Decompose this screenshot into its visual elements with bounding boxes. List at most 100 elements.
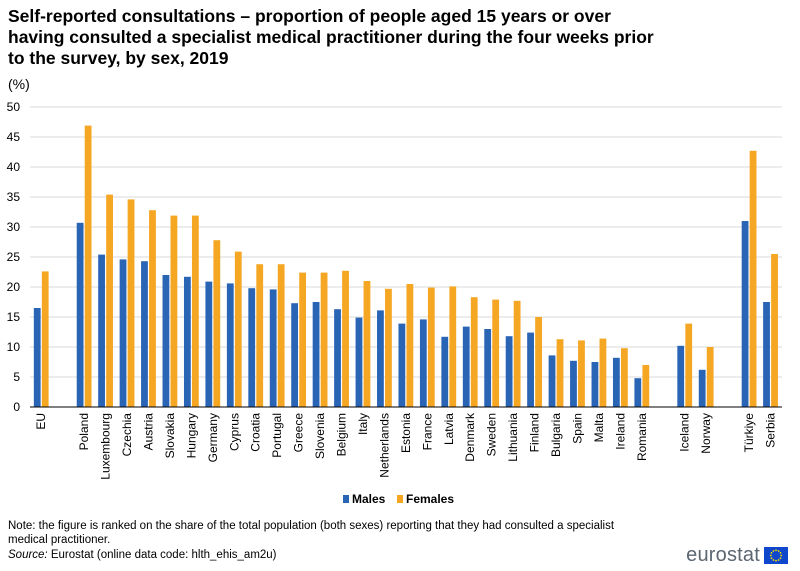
bar-females-greece <box>299 272 307 407</box>
bar-males-croatia <box>248 288 256 407</box>
bar-males-finland <box>527 332 534 407</box>
bar-females-croatia <box>256 264 264 407</box>
bar-females-netherlands <box>385 288 392 407</box>
eu-flag-star <box>772 559 775 561</box>
x-tick-label: Slovenia <box>313 413 327 459</box>
eu-flag-star <box>779 552 782 554</box>
bar-males-bulgaria <box>548 355 556 407</box>
bar-males-belgium <box>334 309 341 407</box>
chart-title: Self-reported consultations – proportion… <box>8 6 654 68</box>
x-tick-label: Denmark <box>463 412 477 462</box>
bar-females-ireland <box>620 348 628 407</box>
bar-females-slovakia <box>170 215 178 407</box>
bar-males-poland <box>76 222 84 407</box>
bar-females-finland <box>535 317 542 407</box>
bar-females-eu <box>41 271 49 407</box>
bar-males-cyprus <box>226 283 234 407</box>
x-tick-label: Finland <box>528 413 542 452</box>
x-tick-label: France <box>420 413 434 451</box>
x-tick-label: EU <box>34 413 48 430</box>
bar-males-italy <box>355 317 363 407</box>
eurostat-logo: eurostat <box>686 544 788 567</box>
bar-males-portugal <box>269 289 277 407</box>
eu-flag-icon <box>764 547 788 564</box>
eu-flag-star <box>772 550 775 552</box>
x-tick-label: Greece <box>292 413 306 453</box>
y-tick-label: 35 <box>7 190 21 204</box>
y-axis-ticks: 0 5 10 15 20 25 30 35 40 45 50 <box>7 100 21 414</box>
eu-flag-background <box>764 547 788 564</box>
bar-males-france <box>419 319 427 407</box>
x-tick-label: Bulgaria <box>549 413 563 457</box>
x-tick-label: Netherlands <box>377 413 391 478</box>
bar-females-serbia <box>771 254 778 407</box>
x-tick-label: Iceland <box>678 413 692 452</box>
y-tick-label: 30 <box>7 220 21 234</box>
x-tick-label: Türkiye <box>742 413 756 453</box>
bar-males-denmark <box>462 326 470 407</box>
x-tick-label: Austria <box>141 413 155 451</box>
bar-females-france <box>427 287 435 407</box>
footnote: Note: the figure is ranked on the share … <box>8 520 615 546</box>
bar-females-norway <box>706 347 714 407</box>
legend-label-males: Males <box>352 492 386 506</box>
eu-flag-star <box>779 557 782 559</box>
bar-females-poland <box>84 125 92 407</box>
bar-males-türkiye <box>741 221 749 407</box>
bar-males-ireland <box>612 357 620 407</box>
bar-females-estonia <box>406 284 414 407</box>
y-tick-label: 45 <box>7 130 21 144</box>
bar-males-spain <box>570 360 577 407</box>
bar-females-austria <box>149 210 156 407</box>
bar-females-belgium <box>342 270 349 407</box>
x-tick-label: Poland <box>77 413 91 450</box>
source-line: Source: Eurostat (online data code: hlth… <box>8 549 277 561</box>
x-axis-labels: EU Poland Luxembourg Czechia Austria Slovakia… <box>34 412 777 480</box>
y-tick-label: 15 <box>7 310 21 324</box>
bar-females-iceland <box>685 323 693 407</box>
bar-males-sweden <box>484 329 492 407</box>
x-tick-label: Portugal <box>270 413 284 458</box>
bar-females-hungary <box>191 215 199 407</box>
y-tick-label: 10 <box>7 340 21 354</box>
bar-males-iceland <box>677 345 685 407</box>
bar-females-malta <box>599 338 607 407</box>
logo-text: eurostat <box>686 544 760 566</box>
bar-females-luxembourg <box>106 194 113 407</box>
bar-females-cyprus <box>234 251 242 407</box>
x-tick-label: Hungary <box>184 413 198 458</box>
y-tick-label: 0 <box>13 400 20 414</box>
x-tick-label: Slovakia <box>163 413 177 459</box>
x-tick-label: Italy <box>356 413 370 435</box>
x-tick-label: Ireland <box>613 413 627 450</box>
eu-flag-star <box>777 559 780 561</box>
bar-males-latvia <box>441 336 449 407</box>
bar-males-estonia <box>398 323 406 407</box>
bar-females-lithuania <box>513 300 521 407</box>
eu-flag-star <box>775 549 777 552</box>
x-tick-label: Lithuania <box>506 413 520 462</box>
x-tick-label: Czechia <box>120 413 134 457</box>
bar-females-denmark <box>470 297 478 407</box>
bar-females-germany <box>213 240 221 407</box>
bar-males-germany <box>205 281 213 407</box>
x-tick-label: Romania <box>635 413 649 461</box>
x-tick-label: Norway <box>699 413 713 454</box>
legend-swatch-females <box>397 495 403 503</box>
bar-males-norway <box>698 369 706 407</box>
unit-label: (%) <box>8 76 30 92</box>
bar-females-bulgaria <box>556 339 564 407</box>
bar-males-luxembourg <box>98 254 105 407</box>
bars <box>33 125 778 408</box>
y-tick-label: 25 <box>7 250 21 264</box>
bar-males-lithuania <box>505 336 513 407</box>
legend: Males Females <box>343 492 454 506</box>
bar-males-austria <box>141 261 148 407</box>
x-tick-label: Germany <box>206 413 220 462</box>
bar-females-latvia <box>449 286 457 407</box>
eu-flag-star <box>770 552 773 554</box>
x-tick-label: Belgium <box>335 413 349 456</box>
x-tick-label: Latvia <box>442 413 456 445</box>
bar-males-serbia <box>763 302 770 407</box>
bar-males-hungary <box>183 276 191 407</box>
